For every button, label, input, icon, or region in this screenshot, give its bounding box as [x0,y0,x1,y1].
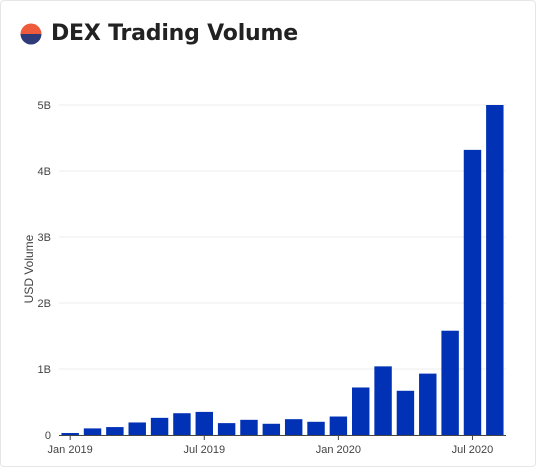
bar [128,422,146,435]
chart-header: DEX Trading Volume [19,21,298,46]
bar [374,366,392,435]
x-tick-label: Jul 2019 [183,444,225,456]
bar [284,419,303,435]
bar [441,330,459,435]
y-tick-label: 4B [38,166,51,178]
bar [106,427,124,435]
x-tick-label: Jul 2020 [452,444,494,456]
y-tick-label: 3B [38,232,51,244]
page-title: DEX Trading Volume [51,21,298,46]
bar [352,387,370,435]
bar [419,373,437,435]
y-tick-label: 0 [45,430,51,442]
y-tick-label: 5B [38,100,51,112]
y-tick-label: 1B [38,364,51,376]
y-axis-title: USD Volume [22,234,36,303]
bar [262,423,281,435]
bar [195,411,213,435]
bar [240,419,258,435]
grid-lines [59,104,506,370]
x-tick-label: Jan 2020 [316,444,361,456]
x-tick-label: Jan 2019 [48,444,93,456]
bars [61,105,504,435]
bar [173,413,191,435]
y-tick-label: 2B [38,298,51,310]
half-circle-logo-icon [20,23,42,44]
axes: 0 1B 2B 3B 4B 5B Jan 2019 Jul 2019 Jan 2020 Jul 2… [38,100,506,456]
bar [486,105,504,435]
bar [150,417,169,435]
bar [83,428,102,435]
bar [463,149,482,435]
bar [307,421,325,435]
bar [61,433,79,435]
bar [217,423,236,435]
bar [396,390,415,435]
bar [329,416,348,435]
